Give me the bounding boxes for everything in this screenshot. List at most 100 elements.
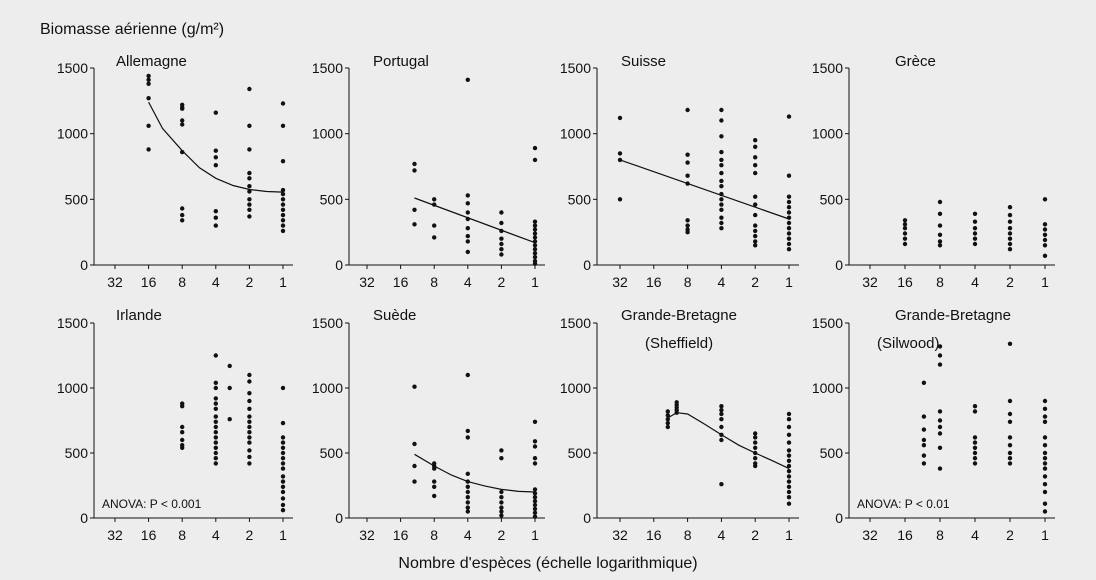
data-point (1042, 501, 1048, 506)
x-tick-label: 4 (464, 527, 472, 543)
data-point (213, 456, 218, 461)
data-point (937, 211, 943, 216)
data-point (532, 145, 538, 151)
data-point (719, 482, 724, 487)
data-point (719, 417, 724, 422)
data-point (786, 231, 792, 236)
data-point (532, 235, 538, 240)
data-point (180, 212, 185, 218)
data-point (247, 440, 252, 445)
data-point (719, 163, 724, 168)
data-point (719, 404, 724, 409)
data-point (465, 479, 470, 484)
data-point (1007, 231, 1013, 236)
data-point (719, 134, 724, 139)
data-point (180, 122, 185, 127)
data-point (937, 362, 943, 367)
data-point (432, 466, 437, 471)
data-point (213, 445, 218, 450)
data-point (753, 194, 758, 199)
data-point (786, 440, 792, 445)
data-point (499, 228, 504, 234)
data-point (786, 241, 792, 247)
data-point (753, 155, 758, 160)
data-point (280, 445, 286, 450)
data-point (719, 407, 724, 413)
data-point (213, 450, 218, 456)
data-point (719, 191, 724, 197)
data-point (432, 197, 437, 202)
data-point (180, 430, 185, 435)
data-point (532, 219, 538, 224)
data-point (719, 157, 724, 163)
data-point (786, 236, 792, 241)
data-point (719, 184, 724, 189)
data-point (753, 144, 758, 149)
data-point (1042, 222, 1048, 227)
data-point (753, 170, 758, 176)
x-tick-label: 1 (279, 274, 287, 290)
data-point (532, 157, 538, 163)
y-tick-label: 0 (835, 510, 843, 526)
data-point (786, 458, 792, 463)
data-point (213, 215, 218, 220)
x-tick-label: 1 (1041, 274, 1049, 290)
data-point (719, 424, 724, 430)
data-point (786, 432, 792, 437)
y-tick-label: 1000 (57, 126, 88, 142)
y-tick-label: 500 (820, 191, 844, 207)
data-point (280, 502, 286, 508)
data-point (1042, 227, 1048, 232)
data-point (532, 444, 538, 449)
data-point (499, 456, 504, 461)
x-tick-label: 2 (498, 527, 506, 543)
data-point (499, 210, 504, 215)
data-point (937, 232, 943, 237)
data-point (532, 491, 538, 496)
data-point (213, 424, 218, 430)
data-point (280, 223, 286, 228)
data-point (213, 110, 218, 115)
data-point (617, 115, 623, 121)
data-point (432, 484, 437, 489)
data-point (1007, 226, 1013, 231)
data-point (1042, 489, 1048, 495)
data-point (786, 411, 792, 417)
x-tick-label: 2 (246, 274, 254, 290)
data-point (180, 437, 185, 443)
data-point (247, 435, 252, 440)
data-point (786, 469, 792, 474)
data-point (617, 157, 623, 163)
panel: Portugal 0 500 1000 1500 32 16 8 4 2 1 (312, 53, 545, 290)
y-tick-label: 1000 (560, 126, 591, 142)
data-point (665, 413, 670, 418)
data-point (247, 197, 252, 202)
data-point (719, 437, 724, 443)
data-point (247, 147, 252, 152)
data-point (465, 495, 470, 500)
data-point (180, 218, 185, 223)
data-point (1007, 219, 1013, 224)
y-tick-label: 1000 (312, 126, 343, 142)
y-tick-label: 0 (335, 510, 343, 526)
data-point (665, 424, 670, 430)
data-point (213, 155, 218, 160)
x-tick-label: 2 (1006, 527, 1014, 543)
data-point (213, 419, 218, 424)
x-tick-label: 1 (531, 274, 539, 290)
data-point (753, 223, 758, 228)
data-point (685, 230, 690, 235)
data-point (972, 435, 978, 440)
y-tick-label: 0 (335, 257, 343, 273)
data-point (753, 463, 758, 469)
data-point (719, 220, 724, 226)
data-point (1007, 236, 1013, 241)
x-tick-label: 32 (862, 527, 878, 543)
data-point (617, 197, 623, 202)
data-point (685, 107, 690, 113)
fit-line (667, 412, 790, 470)
data-point (753, 233, 758, 239)
x-tick-label: 32 (612, 274, 628, 290)
x-tick-label: 2 (751, 274, 759, 290)
data-point (280, 440, 286, 445)
